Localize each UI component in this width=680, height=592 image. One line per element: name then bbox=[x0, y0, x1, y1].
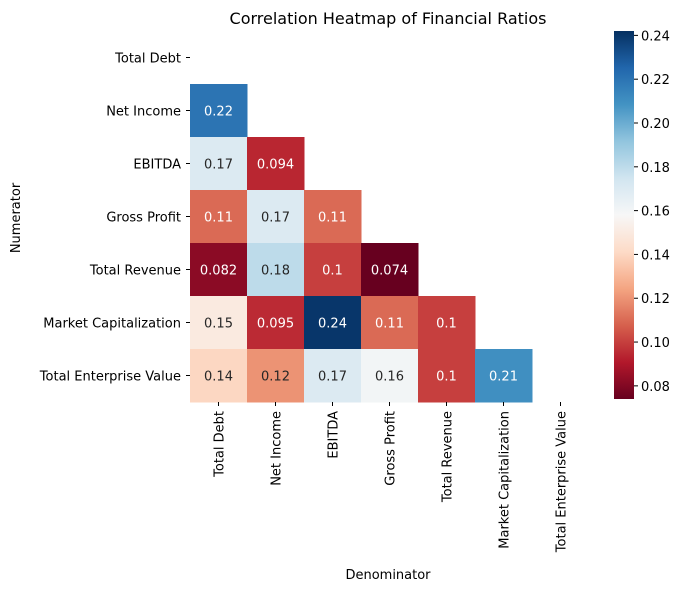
cell-value-label: 0.17 bbox=[261, 211, 290, 226]
cell-value-label: 0.21 bbox=[489, 370, 518, 385]
cell-value-label: 0.14 bbox=[204, 370, 233, 385]
heatmap-cell bbox=[247, 349, 305, 403]
heatmap-cells: 0.22 0.17 0.094 0.11 0.17 0.11 0.082 0.18 0.1 0.0… bbox=[190, 84, 533, 403]
heatmap-cell bbox=[190, 349, 248, 403]
cell-value-label: 0.17 bbox=[318, 370, 347, 385]
colorbar bbox=[614, 31, 634, 399]
heatmap-cell bbox=[304, 349, 362, 403]
y-axis-title: Numerator bbox=[9, 182, 24, 253]
colorbar-tick-label: 0.22 bbox=[641, 73, 670, 88]
heatmap-cell bbox=[190, 296, 248, 350]
cell-value-label: 0.074 bbox=[371, 264, 408, 279]
colorbar-tick-label: 0.14 bbox=[641, 248, 670, 263]
x-tick-label: EBITDA bbox=[327, 411, 342, 459]
cell-value-label: 0.16 bbox=[375, 370, 404, 385]
heatmap-cell bbox=[418, 349, 476, 403]
cell-value-label: 0.15 bbox=[204, 317, 233, 332]
heatmap-cell bbox=[304, 296, 362, 350]
heatmap-cell bbox=[190, 84, 248, 138]
x-axis-title: Denominator bbox=[345, 568, 431, 583]
cell-value-label: 0.12 bbox=[261, 370, 290, 385]
heatmap-cell bbox=[247, 137, 305, 191]
colorbar-tick-label: 0.18 bbox=[641, 161, 670, 176]
cell-value-label: 0.24 bbox=[318, 317, 347, 332]
y-tick-label: Net Income bbox=[106, 105, 181, 120]
cell-value-label: 0.11 bbox=[318, 211, 347, 226]
y-tick-label: Total Enterprise Value bbox=[39, 370, 181, 385]
cell-value-label: 0.11 bbox=[204, 211, 233, 226]
heatmap-cell bbox=[247, 296, 305, 350]
heatmap-cell bbox=[247, 190, 305, 244]
colorbar-tick-label: 0.10 bbox=[641, 336, 670, 351]
x-tick-label: Total Debt bbox=[213, 411, 228, 478]
cell-value-label: 0.22 bbox=[204, 105, 233, 120]
heatmap-cell bbox=[190, 243, 248, 297]
x-tick-label: Net Income bbox=[270, 411, 285, 486]
colorbar-ticks: 0.08 0.10 0.12 0.14 0.16 0.18 0.20 0.22 0.24 bbox=[634, 29, 670, 395]
heatmap-cell bbox=[247, 243, 305, 297]
y-tick-label: EBITDA bbox=[133, 158, 181, 173]
y-tick-label: Market Capitalization bbox=[43, 317, 181, 332]
x-tick-label: Total Revenue bbox=[441, 411, 456, 503]
cell-value-label: 0.1 bbox=[436, 317, 457, 332]
heatmap-cell bbox=[304, 243, 362, 297]
y-tick-label: Gross Profit bbox=[106, 211, 181, 226]
chart-title: Correlation Heatmap of Financial Ratios bbox=[230, 9, 547, 28]
heatmap-cell bbox=[418, 296, 476, 350]
heatmap-cell bbox=[190, 190, 248, 244]
cell-value-label: 0.1 bbox=[436, 370, 457, 385]
x-axis-ticks: Total Debt Net Income EBITDA Gross Profit To… bbox=[213, 402, 570, 553]
heatmap-cell bbox=[190, 137, 248, 191]
cell-value-label: 0.18 bbox=[261, 264, 290, 279]
colorbar-tick-label: 0.24 bbox=[641, 29, 670, 44]
colorbar-tick-label: 0.08 bbox=[641, 380, 670, 395]
cell-value-label: 0.082 bbox=[200, 264, 237, 279]
colorbar-tick-label: 0.20 bbox=[641, 117, 670, 132]
x-tick-label: Total Enterprise Value bbox=[555, 411, 570, 553]
cell-value-label: 0.094 bbox=[257, 158, 294, 173]
colorbar-tick-label: 0.12 bbox=[641, 292, 670, 307]
y-axis-ticks: Total Debt Net Income EBITDA Gross Profit To… bbox=[39, 52, 190, 385]
heatmap-cell bbox=[475, 349, 533, 403]
cell-value-label: 0.1 bbox=[322, 264, 343, 279]
colorbar-tick-label: 0.16 bbox=[641, 205, 670, 220]
cell-value-label: 0.095 bbox=[257, 317, 294, 332]
y-tick-label: Total Revenue bbox=[89, 264, 181, 279]
cell-value-label: 0.17 bbox=[204, 158, 233, 173]
cell-value-label: 0.11 bbox=[375, 317, 404, 332]
x-tick-label: Gross Profit bbox=[384, 411, 399, 486]
heatmap-cell bbox=[304, 190, 362, 244]
y-tick-label: Total Debt bbox=[114, 52, 181, 67]
heatmap-cell bbox=[361, 296, 419, 350]
x-tick-label: Market Capitalization bbox=[498, 411, 513, 549]
heatmap-cell bbox=[361, 349, 419, 403]
heatmap-cell bbox=[361, 243, 419, 297]
